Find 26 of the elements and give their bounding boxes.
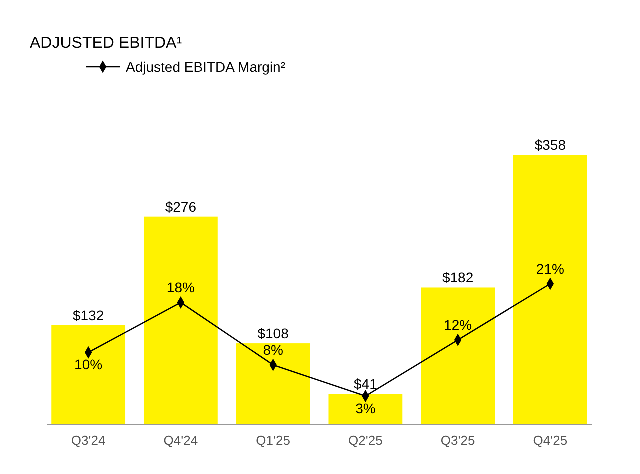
- data-label: $182: [442, 270, 474, 286]
- x-tick-label: Q1'25: [256, 433, 290, 448]
- data-label: $132: [72, 307, 104, 324]
- data-label: 8%: [263, 342, 284, 358]
- x-tick-label: Q3'25: [440, 433, 476, 448]
- data-label: 18%: [166, 280, 195, 296]
- data-label: $108: [258, 326, 290, 342]
- data-label: 10%: [74, 356, 103, 373]
- data-label: $276: [165, 198, 197, 215]
- bar: [328, 394, 403, 425]
- x-tick-label: Q4'25: [533, 433, 568, 448]
- chart-title: ADJUSTED EBITDA¹: [30, 35, 182, 52]
- data-label: 3%: [356, 400, 376, 416]
- x-tick-label: Q2'25: [348, 433, 383, 448]
- data-label: 21%: [536, 261, 564, 277]
- x-tick-label: Q3'24: [71, 433, 106, 448]
- bar: [144, 216, 218, 425]
- bar: [236, 344, 310, 425]
- bar: [52, 325, 126, 425]
- x-tick-label: Q4'24: [164, 433, 198, 448]
- bar: [421, 288, 496, 425]
- bar: [513, 155, 588, 425]
- data-label: 12%: [444, 317, 472, 334]
- data-label: $358: [534, 137, 566, 153]
- data-label: $41: [354, 376, 378, 392]
- legend-label: Adjusted EBITDA Margin²: [126, 59, 286, 75]
